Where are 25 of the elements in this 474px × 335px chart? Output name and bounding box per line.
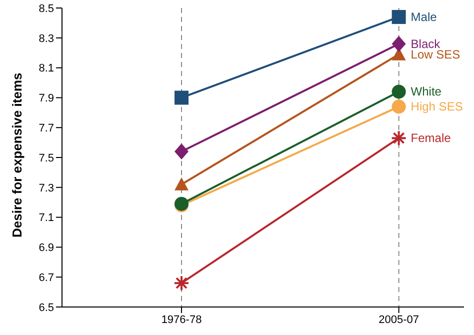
y-tick-label: 6.5 bbox=[38, 302, 54, 314]
point bbox=[174, 144, 189, 160]
y-tick-label: 7.5 bbox=[38, 152, 54, 164]
y-tick-label: 8.1 bbox=[38, 62, 54, 75]
y-tick-label: 7.9 bbox=[38, 92, 54, 105]
y-tick-label: 7.3 bbox=[38, 182, 54, 194]
point bbox=[392, 100, 406, 114]
y-tick-label: 6.7 bbox=[38, 272, 54, 284]
y-tick-label: 8.3 bbox=[38, 32, 54, 45]
point bbox=[390, 130, 407, 146]
series-label: Female bbox=[410, 131, 452, 146]
y-axis-title: Desire for expensive items bbox=[10, 72, 25, 238]
point bbox=[392, 10, 406, 24]
series-label: White bbox=[410, 84, 442, 99]
series-label: Male bbox=[410, 10, 438, 24]
point bbox=[392, 84, 406, 99]
y-tick-label: 7.7 bbox=[38, 122, 54, 135]
x-tick-label: 1976-78 bbox=[161, 314, 202, 326]
x-tick-label: 2005-07 bbox=[378, 314, 419, 326]
point bbox=[174, 90, 189, 105]
point bbox=[174, 275, 190, 292]
y-tick-label: 6.9 bbox=[38, 242, 54, 254]
y-tick-label: 7.1 bbox=[38, 212, 54, 224]
series-label: High SES bbox=[410, 100, 463, 114]
y-tick-label: 8.5 bbox=[38, 2, 54, 15]
